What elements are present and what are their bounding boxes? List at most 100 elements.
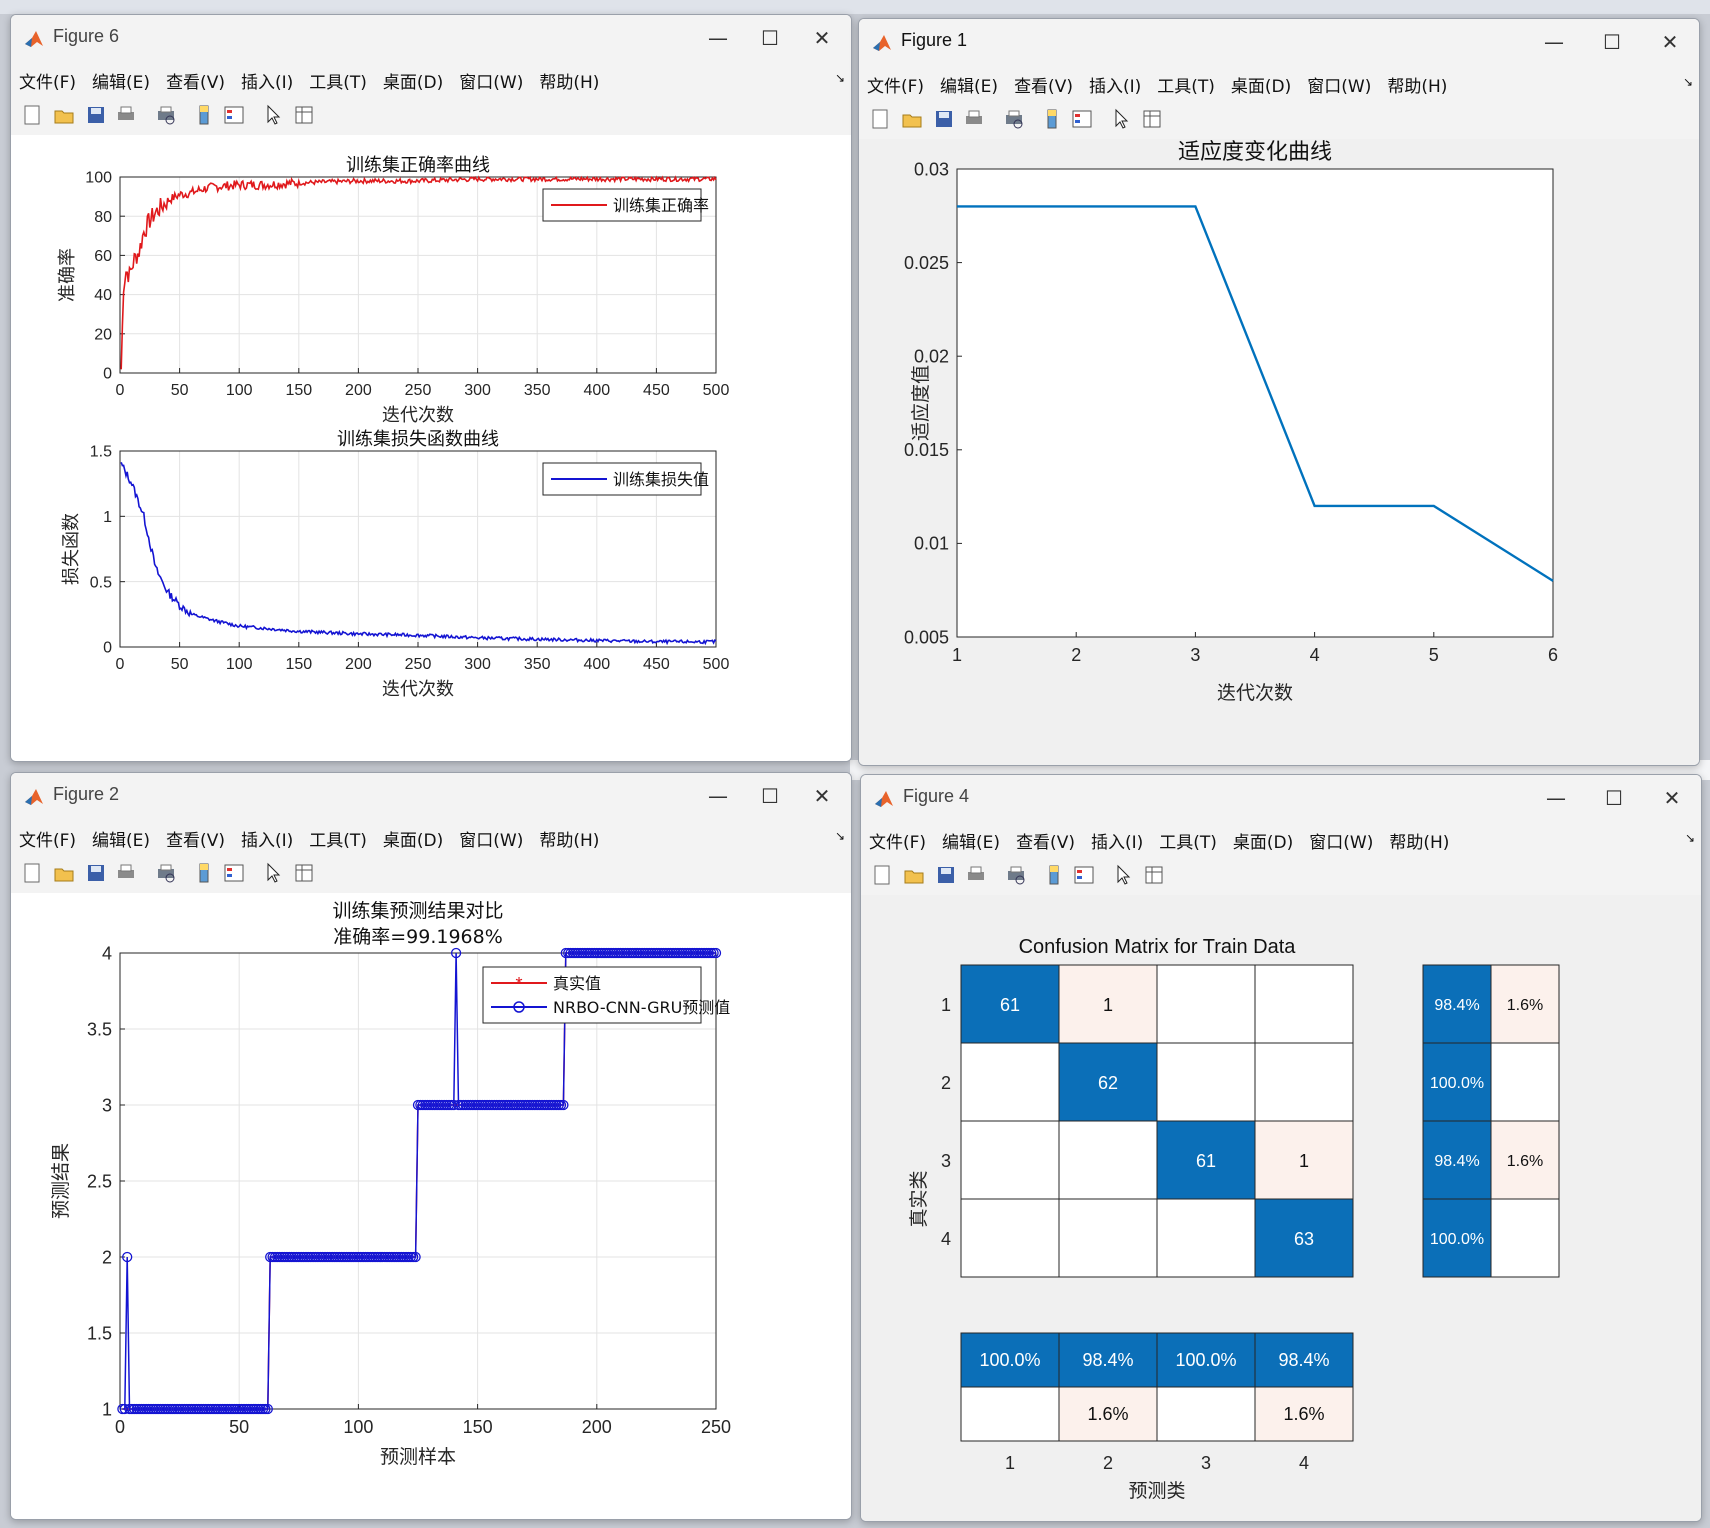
new-file-icon[interactable]	[871, 864, 893, 886]
print-icon[interactable]	[965, 864, 987, 886]
pointer-icon[interactable]	[263, 104, 285, 126]
menu-help[interactable]: 帮助(H)	[1389, 833, 1450, 853]
legend-icon[interactable]	[1071, 108, 1093, 130]
menu-file[interactable]: 文件(F)	[19, 831, 77, 851]
title-bar[interactable]: Figure 6 — ☐ ✕	[11, 15, 851, 61]
print-icon[interactable]	[115, 104, 137, 126]
menu-insert[interactable]: 插入(I)	[240, 831, 294, 851]
figure-2-window[interactable]: Figure 2 — ☐ ✕ 文件(F) 编辑(E) 查看(V) 插入(I) 工具(T)…	[10, 772, 852, 1520]
close-button[interactable]: ✕	[813, 784, 831, 808]
menu-tools[interactable]: 工具(T)	[1159, 833, 1217, 853]
row-summary-cell	[1422, 1198, 1492, 1278]
colorbar-icon[interactable]	[1041, 108, 1063, 130]
menu-tools[interactable]: 工具(T)	[309, 831, 367, 851]
title-bar[interactable]: Figure 4 — ☐ ✕	[861, 775, 1701, 821]
save-icon[interactable]	[935, 864, 957, 886]
print-icon[interactable]	[963, 108, 985, 130]
print-preview-icon[interactable]	[1005, 864, 1027, 886]
menu-edit[interactable]: 编辑(E)	[940, 77, 999, 97]
menu-view[interactable]: 查看(V)	[1016, 833, 1075, 853]
maximize-button[interactable]: ☐	[1605, 786, 1623, 810]
dock-arrow-icon[interactable]: ↘	[1684, 831, 1695, 845]
new-file-icon[interactable]	[869, 108, 891, 130]
pointer-icon[interactable]	[1113, 864, 1135, 886]
y-tick-label: 1	[102, 1399, 112, 1419]
menu-file[interactable]: 文件(F)	[869, 833, 927, 853]
menu-desktop[interactable]: 桌面(D)	[382, 73, 444, 93]
property-editor-icon[interactable]	[1143, 864, 1165, 886]
menu-help[interactable]: 帮助(H)	[539, 73, 600, 93]
colorbar-icon[interactable]	[193, 104, 215, 126]
predicted-marker	[558, 1099, 569, 1111]
save-icon[interactable]	[85, 862, 107, 884]
menu-tools[interactable]: 工具(T)	[1157, 77, 1215, 97]
colorbar-icon[interactable]	[193, 862, 215, 884]
figure-1-window[interactable]: Figure 1 — ☐ ✕ 文件(F) 编辑(E) 查看(V) 插入(I) 工具(T)…	[858, 18, 1700, 766]
maximize-button[interactable]: ☐	[1603, 30, 1621, 54]
property-editor-icon[interactable]	[1141, 108, 1163, 130]
minimize-button[interactable]: —	[708, 26, 728, 50]
menu-desktop[interactable]: 桌面(D)	[1230, 77, 1292, 97]
minimize-button[interactable]: —	[1544, 30, 1564, 54]
open-folder-icon[interactable]	[53, 862, 75, 884]
open-folder-icon[interactable]	[903, 864, 925, 886]
menu-file[interactable]: 文件(F)	[867, 77, 925, 97]
new-file-icon[interactable]	[21, 862, 43, 884]
window-title: Figure 4	[903, 786, 970, 806]
menu-help[interactable]: 帮助(H)	[539, 831, 600, 851]
menu-desktop[interactable]: 桌面(D)	[382, 831, 444, 851]
print-preview-icon[interactable]	[1003, 108, 1025, 130]
new-file-icon[interactable]	[21, 104, 43, 126]
figure-4-window[interactable]: Figure 4 — ☐ ✕ 文件(F) 编辑(E) 查看(V) 插入(I) 工具(T)…	[860, 774, 1702, 1522]
figure-6-window[interactable]: Figure 6 — ☐ ✕ 文件(F) 编辑(E) 查看(V) 插入(I) 工具(T)…	[10, 14, 852, 762]
menu-view[interactable]: 查看(V)	[166, 73, 225, 93]
open-folder-icon[interactable]	[53, 104, 75, 126]
legend-icon[interactable]	[1073, 864, 1095, 886]
minimize-button[interactable]: —	[708, 784, 728, 808]
menu-edit[interactable]: 编辑(E)	[92, 831, 151, 851]
print-preview-icon[interactable]	[155, 862, 177, 884]
menu-window[interactable]: 窗口(W)	[459, 73, 524, 93]
menu-desktop[interactable]: 桌面(D)	[1232, 833, 1294, 853]
print-preview-icon[interactable]	[155, 104, 177, 126]
save-icon[interactable]	[85, 104, 107, 126]
menu-help[interactable]: 帮助(H)	[1387, 77, 1448, 97]
maximize-button[interactable]: ☐	[761, 26, 779, 50]
title-bar[interactable]: Figure 2 — ☐ ✕	[11, 773, 851, 819]
open-folder-icon[interactable]	[901, 108, 923, 130]
close-button[interactable]: ✕	[813, 26, 831, 50]
legend-icon[interactable]	[223, 862, 245, 884]
menu-tools[interactable]: 工具(T)	[309, 73, 367, 93]
y-axis-label: 真实类	[908, 1170, 930, 1227]
pointer-icon[interactable]	[263, 862, 285, 884]
close-button[interactable]: ✕	[1661, 30, 1679, 54]
menu-window[interactable]: 窗口(W)	[1309, 833, 1374, 853]
x-tick-label: 150	[285, 656, 312, 673]
menu-window[interactable]: 窗口(W)	[1307, 77, 1372, 97]
dock-arrow-icon[interactable]: ↘	[1682, 75, 1693, 89]
maximize-button[interactable]: ☐	[761, 784, 779, 808]
colorbar-icon[interactable]	[1043, 864, 1065, 886]
property-editor-icon[interactable]	[293, 104, 315, 126]
title-bar[interactable]: Figure 1 — ☐ ✕	[859, 19, 1699, 65]
print-icon[interactable]	[115, 862, 137, 884]
menu-insert[interactable]: 插入(I)	[240, 73, 294, 93]
matrix-cell	[1254, 1120, 1354, 1200]
menu-edit[interactable]: 编辑(E)	[942, 833, 1001, 853]
menu-insert[interactable]: 插入(I)	[1090, 833, 1144, 853]
menu-window[interactable]: 窗口(W)	[459, 831, 524, 851]
menu-file[interactable]: 文件(F)	[19, 73, 77, 93]
menu-edit[interactable]: 编辑(E)	[92, 73, 151, 93]
menu-view[interactable]: 查看(V)	[166, 831, 225, 851]
legend-icon[interactable]	[223, 104, 245, 126]
save-icon[interactable]	[933, 108, 955, 130]
pointer-icon[interactable]	[1111, 108, 1133, 130]
x-axis-label: 预测样本	[380, 1446, 456, 1468]
minimize-button[interactable]: —	[1546, 786, 1566, 810]
close-button[interactable]: ✕	[1663, 786, 1681, 810]
property-editor-icon[interactable]	[293, 862, 315, 884]
dock-arrow-icon[interactable]: ↘	[834, 829, 845, 843]
dock-arrow-icon[interactable]: ↘	[834, 71, 845, 85]
menu-insert[interactable]: 插入(I)	[1088, 77, 1142, 97]
menu-view[interactable]: 查看(V)	[1014, 77, 1073, 97]
